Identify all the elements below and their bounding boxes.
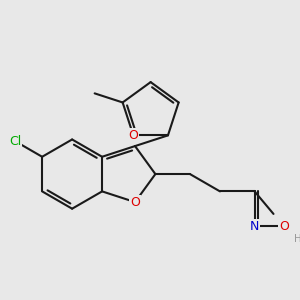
Text: O: O: [130, 196, 140, 208]
Text: H: H: [294, 235, 300, 244]
Text: O: O: [128, 129, 138, 142]
Text: N: N: [250, 220, 259, 232]
Text: O: O: [279, 220, 289, 232]
Text: Cl: Cl: [9, 135, 21, 148]
